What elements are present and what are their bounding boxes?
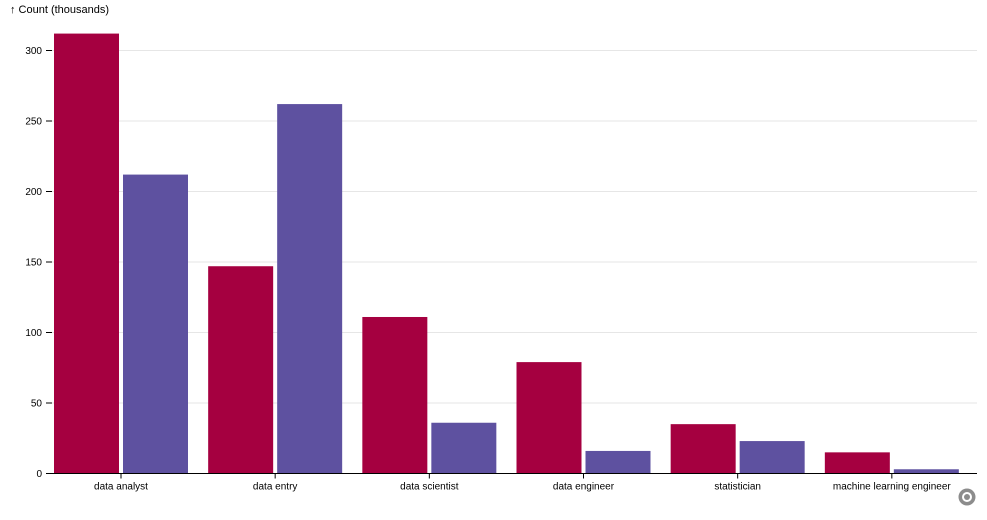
bar-data-entry-series-1: [208, 266, 274, 474]
x-tick-label: statistician: [714, 482, 761, 493]
x-tick-label: data entry: [253, 482, 297, 493]
y-tick-label: 300: [25, 46, 42, 57]
bar-machine-learning-engineer-series-2: [893, 469, 959, 474]
bar-statistician-series-1: [670, 424, 736, 474]
y-tick-label: 150: [25, 258, 42, 269]
bar-data-engineer-series-1: [516, 362, 582, 474]
x-tick-label: machine learning engineer: [833, 482, 952, 493]
bars: [54, 33, 959, 474]
y-tick-label: 0: [36, 469, 42, 480]
y-tick-label: 50: [31, 399, 43, 410]
bar-data-entry-series-2: [277, 104, 343, 474]
y-axis-label: ↑ Count (thousands): [10, 4, 109, 16]
bar-data-scientist-series-1: [362, 316, 428, 474]
x-tick-label: data analyst: [94, 482, 148, 493]
bar-data-analyst-series-2: [123, 174, 188, 474]
bar-statistician-series-2: [739, 441, 805, 474]
y-axis-ticks: 0 50 100 150 200 250 300: [25, 46, 52, 480]
x-tick-label: data engineer: [553, 482, 615, 493]
bar-machine-learning-engineer-series-1: [824, 452, 890, 474]
x-axis-ticks: data analyst data entry data scientist data…: [94, 473, 952, 493]
ring-icon[interactable]: [958, 488, 976, 506]
y-tick-label: 100: [25, 328, 42, 339]
gridlines: [52, 50, 977, 404]
x-tick-label: data scientist: [400, 482, 459, 493]
y-tick-label: 250: [25, 117, 42, 128]
bar-data-engineer-series-2: [585, 450, 651, 474]
bar-data-scientist-series-2: [431, 422, 497, 474]
bar-data-analyst-series-1: [54, 33, 119, 474]
y-tick-label: 200: [25, 187, 42, 198]
